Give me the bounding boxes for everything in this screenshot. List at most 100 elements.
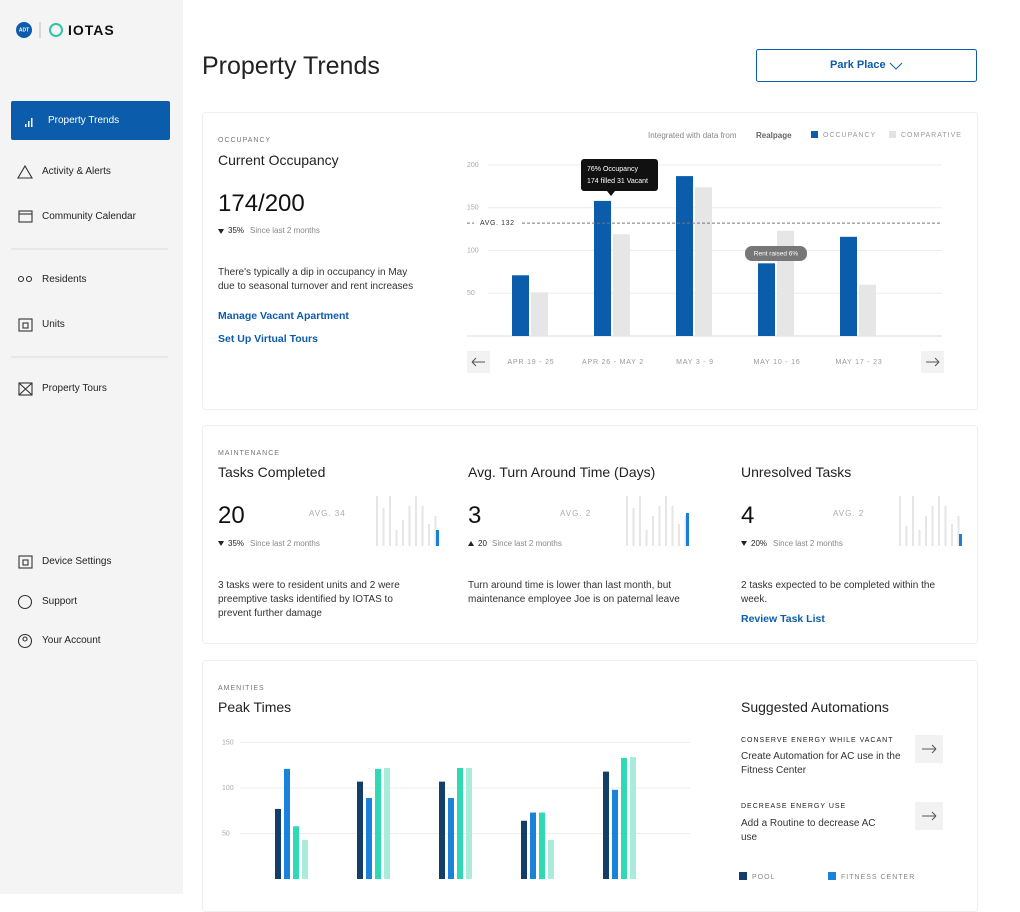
change-arrow xyxy=(218,541,224,546)
automation-text: Create Automation for AC use in the Fitn… xyxy=(741,751,901,776)
annotation-bg xyxy=(745,246,807,261)
x-tick-label: MAY 17 - 23 xyxy=(835,359,882,366)
automations-title: Suggested Automations xyxy=(741,699,889,715)
bar xyxy=(613,234,630,336)
nav-item[interactable]: Activity & Alerts xyxy=(42,166,111,177)
nav-item[interactable]: Units xyxy=(42,319,65,330)
change-note: Since last 2 months xyxy=(773,539,843,548)
card-title: Unresolved Tasks xyxy=(741,464,852,480)
average-label: AVG. 132 xyxy=(480,220,515,227)
spark-bar xyxy=(639,496,641,546)
bar xyxy=(293,826,299,879)
change-arrow xyxy=(218,229,224,234)
spark-bar xyxy=(421,506,424,546)
spark-bar xyxy=(899,496,901,546)
spark-bar xyxy=(918,530,921,546)
nav-item[interactable]: Residents xyxy=(42,274,87,285)
link[interactable]: Review Task List xyxy=(741,613,825,625)
spark-current xyxy=(686,513,689,546)
tooltip-text: 76% Occupancy xyxy=(587,166,638,173)
spark-bar xyxy=(658,506,661,546)
bar xyxy=(594,200,611,336)
bar xyxy=(366,798,372,879)
spark-bar xyxy=(408,506,411,546)
y-tick-label: 150 xyxy=(222,739,234,746)
nav-item[interactable]: Property Tours xyxy=(42,383,107,394)
card-value: 20 xyxy=(218,502,245,529)
y-tick-label: 100 xyxy=(467,247,479,254)
nav-icon xyxy=(25,118,33,127)
bar xyxy=(621,757,627,879)
change-note: Since last 2 months xyxy=(250,539,320,548)
nav-item[interactable]: Your Account xyxy=(42,635,101,646)
nav-item[interactable]: Property Trends xyxy=(48,115,120,126)
card-title: Current Occupancy xyxy=(218,152,339,168)
bar xyxy=(603,771,609,879)
spark-bar xyxy=(671,506,674,546)
link[interactable]: Manage Vacant Apartment xyxy=(218,310,349,322)
x-tick-label: APR 26 - MAY 2 xyxy=(582,359,644,366)
source-prefix: Integrated with data from xyxy=(648,131,737,140)
spark-current xyxy=(436,530,439,546)
y-tick-label: 150 xyxy=(467,205,479,212)
automation-arrows[interactable] xyxy=(915,735,943,830)
tooltip xyxy=(581,159,658,191)
property-select[interactable] xyxy=(756,49,977,82)
adt-logo-text: ADT xyxy=(19,27,29,33)
card-title: Tasks Completed xyxy=(218,464,326,480)
legend-swatch xyxy=(828,872,836,880)
legend-label: OCCUPANCY xyxy=(823,132,876,139)
property-select-label[interactable]: Park Place xyxy=(830,59,886,71)
nav-item[interactable]: Device Settings xyxy=(42,556,112,567)
spark-bar xyxy=(376,496,378,546)
spark-bar xyxy=(931,506,934,546)
occupancy-value: 174/200 xyxy=(218,190,305,217)
spark-bar xyxy=(925,516,927,546)
bar xyxy=(676,176,693,336)
change-note: Since last 2 months xyxy=(250,226,320,235)
bar xyxy=(859,284,876,336)
average-label-bg xyxy=(474,217,520,230)
card-average: AVG. 34 xyxy=(309,509,346,518)
chart-arrows[interactable] xyxy=(467,351,944,373)
iotas-logo xyxy=(49,23,63,37)
nav-active-bg[interactable] xyxy=(11,101,170,140)
bar xyxy=(612,789,618,879)
spark-bar xyxy=(951,524,953,546)
automation-text: Add a Routine to decrease AC use xyxy=(741,818,876,843)
spark-bar xyxy=(678,524,680,546)
card-title: Peak Times xyxy=(218,699,292,715)
x-tick-label: MAY 3 - 9 xyxy=(676,359,714,366)
brand: IOTAS xyxy=(68,22,115,38)
y-tick-label: 200 xyxy=(467,162,479,169)
adt-logo xyxy=(16,22,32,38)
spark-bar xyxy=(652,516,654,546)
spark-bar xyxy=(938,496,940,546)
card-average: AVG. 2 xyxy=(560,509,592,518)
bar xyxy=(375,768,381,879)
x-tick-label: MAY 10 - 16 xyxy=(753,359,800,366)
section-label: AMENITIES xyxy=(218,685,265,692)
change: 35% xyxy=(228,539,245,548)
description: Turn around time is lower than last mont… xyxy=(468,580,680,605)
spark-bar xyxy=(957,516,960,546)
description: 2 tasks expected to be completed within … xyxy=(741,580,936,605)
nav-icons xyxy=(17,164,33,649)
bar xyxy=(521,820,527,879)
nav-item[interactable]: Community Calendar xyxy=(42,211,136,222)
bar xyxy=(457,767,463,879)
y-tick-label: 50 xyxy=(467,290,475,297)
automation-label: DECREASE ENERGY USE xyxy=(741,803,847,810)
bar xyxy=(439,781,445,879)
y-tick-label: 50 xyxy=(222,830,230,837)
bar xyxy=(384,767,390,879)
annotation: Rent raised 6% xyxy=(754,251,799,258)
section-label: MAINTENANCE xyxy=(218,450,280,457)
spark-bar xyxy=(389,496,391,546)
sidebar xyxy=(0,0,183,894)
spark-bar xyxy=(665,496,667,546)
nav-item[interactable]: Support xyxy=(42,596,78,607)
link[interactable]: Set Up Virtual Tours xyxy=(218,333,318,345)
change: 35% xyxy=(228,226,245,235)
